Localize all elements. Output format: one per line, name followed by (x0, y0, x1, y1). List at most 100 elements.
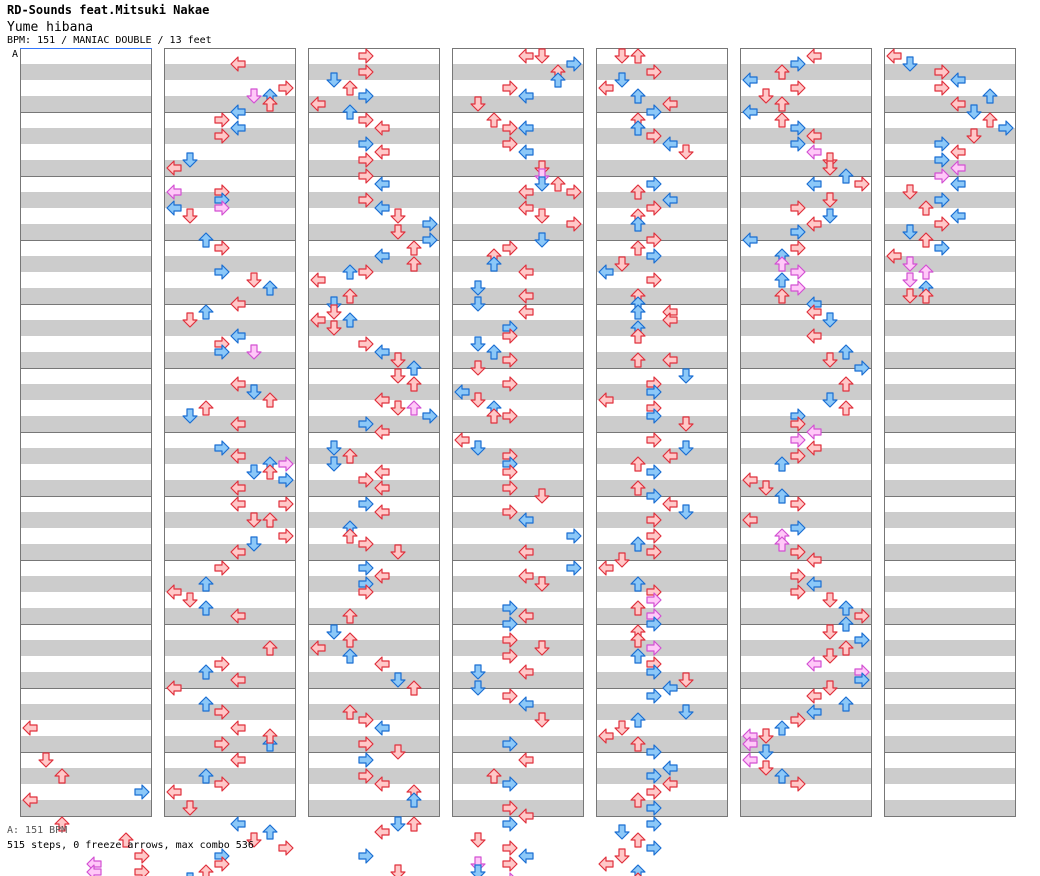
stripe (596, 112, 728, 128)
arrow-note (518, 608, 534, 624)
chart-column (164, 48, 296, 817)
arrow-note (470, 336, 486, 352)
stripe (884, 256, 1016, 272)
arrow-note (502, 240, 518, 256)
stripe (20, 640, 152, 656)
arrow-note (634, 872, 642, 876)
arrow-note (134, 848, 150, 864)
arrow-note (566, 56, 582, 72)
arrow-note (758, 744, 774, 760)
arrow-note (806, 440, 822, 456)
arrow-note (214, 128, 230, 144)
stripe (884, 384, 1016, 400)
arrow-note (822, 352, 838, 368)
stripe (884, 288, 1016, 304)
stripe (596, 560, 728, 576)
arrow-note (502, 136, 518, 152)
stripe (740, 112, 872, 128)
arrow-note (502, 328, 518, 344)
stripe (884, 176, 1016, 192)
stripe (740, 688, 872, 704)
arrow-note (166, 200, 182, 216)
stripe (308, 96, 440, 112)
stripe (740, 656, 872, 672)
arrow-note (614, 256, 630, 272)
arrow-note (790, 136, 806, 152)
arrow-note (502, 648, 518, 664)
arrow-note (646, 512, 662, 528)
stripe (164, 464, 296, 480)
stripe (452, 320, 584, 336)
stripe (596, 464, 728, 480)
arrow-note (822, 648, 838, 664)
arrow-note (646, 464, 662, 480)
arrow-note (646, 248, 662, 264)
stripe (884, 544, 1016, 560)
arrow-note (214, 736, 230, 752)
stripe (308, 592, 440, 608)
stripe (740, 464, 872, 480)
arrow-note (678, 368, 694, 384)
stripe (164, 560, 296, 576)
stripe (884, 800, 1016, 816)
stripe (164, 304, 296, 320)
stripe (740, 608, 872, 624)
stripe (452, 240, 584, 256)
arrow-note (678, 144, 694, 160)
stripe (20, 720, 152, 736)
arrow-note (630, 216, 646, 232)
arrow-note (614, 552, 630, 568)
arrow-note (198, 664, 214, 680)
arrow-note (518, 264, 534, 280)
stripe (308, 416, 440, 432)
arrow-note (374, 480, 390, 496)
arrow-note (502, 856, 518, 872)
arrow-note (278, 472, 294, 488)
arrow-note (630, 304, 646, 320)
arrow-note (534, 640, 550, 656)
stripe (884, 624, 1016, 640)
stripe (884, 368, 1016, 384)
stripe (452, 256, 584, 272)
arrow-note (774, 488, 790, 504)
arrow-note (230, 752, 246, 768)
stripe (164, 448, 296, 464)
stripe (308, 256, 440, 272)
arrow-note (182, 152, 198, 168)
arrow-note (886, 248, 902, 264)
stripe (884, 352, 1016, 368)
arrow-note (214, 264, 230, 280)
stripe (452, 48, 584, 64)
chart-column (452, 48, 584, 817)
arrow-note (374, 392, 390, 408)
arrow-note (262, 728, 278, 744)
stripe (884, 528, 1016, 544)
arrow-note (454, 432, 470, 448)
arrow-note (806, 704, 822, 720)
arrow-note (326, 72, 342, 88)
arrow-note (822, 192, 838, 208)
stripe (596, 592, 728, 608)
arrow-note (998, 120, 1014, 136)
arrow-note (502, 480, 518, 496)
stripe (740, 64, 872, 80)
arrow-note (454, 384, 470, 400)
arrow-note (518, 48, 534, 64)
arrow-note (630, 792, 646, 808)
stripe (20, 464, 152, 480)
arrow-note (374, 464, 390, 480)
stripe (164, 208, 296, 224)
stripe (452, 608, 584, 624)
arrow-note (502, 736, 518, 752)
arrow-note (390, 816, 406, 832)
stripe (452, 272, 584, 288)
arrow-note (246, 464, 262, 480)
arrow-note (374, 776, 390, 792)
stripe (740, 256, 872, 272)
arrow-note (838, 640, 854, 656)
stripe (20, 544, 152, 560)
stripe (452, 64, 584, 80)
stripe (452, 736, 584, 752)
stripe (452, 640, 584, 656)
arrow-notes (22, 48, 1014, 876)
